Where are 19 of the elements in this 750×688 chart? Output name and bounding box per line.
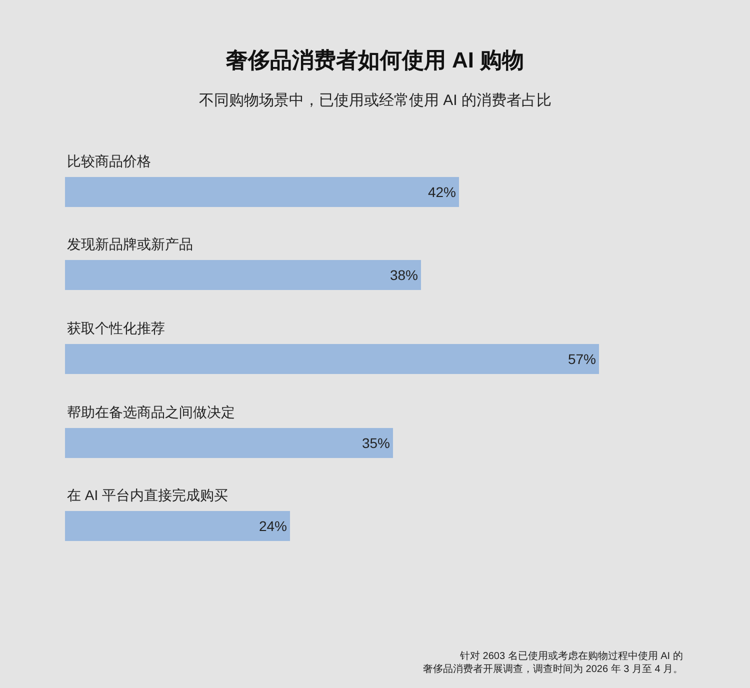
chart-subtitle: 不同购物场景中，已使用或经常使用 AI 的消费者占比 xyxy=(199,92,552,109)
data-label: 24% xyxy=(258,518,287,534)
y-tick-label: 获取个性化推荐 xyxy=(67,320,165,336)
y-tick-label: 帮助在备选商品之间做决定 xyxy=(67,404,235,420)
chart-title: 奢侈品消费者如何使用 AI 购物 xyxy=(224,48,524,73)
bar xyxy=(65,344,599,374)
data-label: 38% xyxy=(390,267,418,283)
y-tick-label: 发现新品牌或新产品 xyxy=(67,236,193,252)
bar xyxy=(65,260,421,290)
data-label: 42% xyxy=(428,184,456,200)
bar xyxy=(65,428,393,458)
y-tick-label: 在 AI 平台内直接完成购买 xyxy=(67,487,228,503)
text: 针对 2603 名已使用或考虑在购物过程中使用 AI 的 xyxy=(459,650,683,662)
bar xyxy=(65,177,459,207)
text: 奢侈品消费者开展调查，调查时间为 2026 年 3 月至 4 月。 xyxy=(423,663,684,675)
data-label: 35% xyxy=(362,435,390,451)
y-tick-label: 比较商品价格 xyxy=(67,153,151,169)
data-label: 57% xyxy=(568,351,596,367)
bar xyxy=(65,511,290,541)
